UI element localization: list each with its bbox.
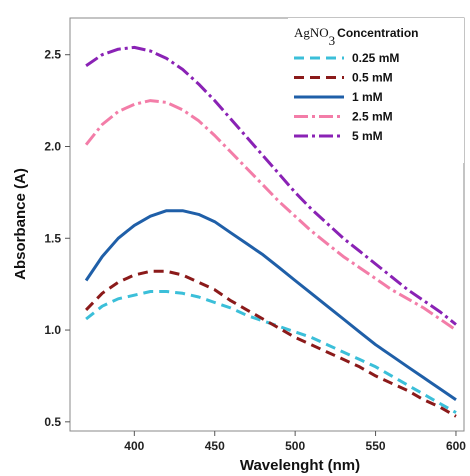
legend-title-concentration: Concentration bbox=[337, 26, 418, 40]
legend-label: 5 mM bbox=[352, 129, 383, 143]
y-tick-label: 1.0 bbox=[44, 323, 61, 337]
series-line-0-25-mm bbox=[85, 290, 457, 414]
legend-title: AgNO3 Concentration bbox=[294, 25, 419, 48]
x-tick-label: 600 bbox=[446, 439, 466, 453]
x-axis-label: Wavelenght (nm) bbox=[240, 457, 360, 474]
legend-label: 0.25 mM bbox=[352, 51, 399, 65]
y-tick-label: 1.5 bbox=[44, 231, 61, 245]
y-axis-ticks: 0.5 1.0 1.5 2.0 2.5 bbox=[44, 48, 70, 429]
x-tick-label: 450 bbox=[205, 439, 225, 453]
legend-label: 2.5 mM bbox=[352, 110, 393, 124]
legend-title-agno: AgNO bbox=[294, 25, 329, 40]
series-line-1-mm bbox=[84, 209, 457, 402]
y-tick-label: 2.5 bbox=[44, 48, 61, 62]
y-axis-label: Absorbance (A) bbox=[12, 168, 29, 280]
legend-label: 1 mM bbox=[352, 90, 383, 104]
y-tick-label: 0.5 bbox=[44, 415, 61, 429]
plot-frame bbox=[69, 17, 465, 432]
series-line-0-5-mm bbox=[85, 269, 457, 418]
series-line-2-5-mm bbox=[84, 99, 457, 332]
x-tick-label: 550 bbox=[366, 439, 386, 453]
x-tick-label: 400 bbox=[124, 439, 144, 453]
series-lines bbox=[84, 45, 457, 418]
legend-title-subscript: 3 bbox=[329, 33, 336, 48]
x-tick-label: 500 bbox=[285, 439, 305, 453]
series-line-5-mm bbox=[85, 45, 457, 326]
legend: AgNO3 Concentration 0.25 mM 0.5 mM 1 mM 2.5 … bbox=[288, 18, 464, 163]
y-tick-label: 2.0 bbox=[44, 139, 61, 153]
x-axis-ticks: 400 450 500 550 600 bbox=[124, 431, 466, 453]
legend-items: 0.25 mM 0.5 mM 1 mM 2.5 mM 5 mM bbox=[294, 51, 399, 143]
legend-label: 0.5 mM bbox=[352, 71, 393, 85]
legend-box bbox=[288, 18, 464, 163]
